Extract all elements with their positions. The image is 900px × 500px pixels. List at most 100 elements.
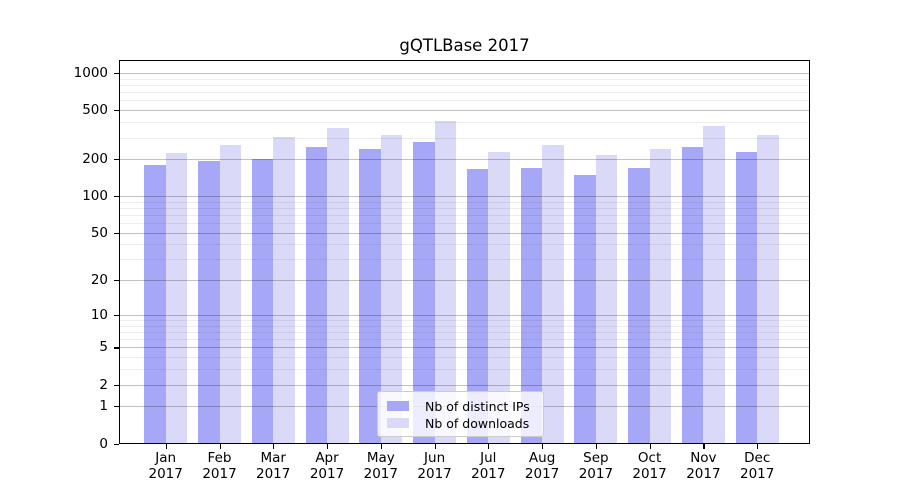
gridline-minor [119,207,810,209]
x-tick-label-year: 2017 [471,465,506,482]
bar-distinct-ips [144,164,166,444]
bar-downloads [542,144,564,444]
gridline-minor [119,223,810,225]
y-tick [114,232,119,234]
x-tick-label-month: Aug [528,450,556,466]
plot-area [119,59,810,444]
y-tick [114,384,119,386]
legend-swatch-downloads [387,418,409,428]
bar-distinct-ips [574,174,596,444]
x-tick-label: Feb 2017 [180,450,260,482]
y-tick-label: 5 [99,339,108,356]
x-tick-label: Jul 2017 [448,450,528,482]
bar-downloads [649,149,672,444]
x-tick-label-year: 2017 [148,465,183,482]
x-tick-label: Nov 2017 [663,450,743,482]
gridline-minor [119,332,810,333]
gridline-minor [119,244,810,246]
gridline-major [119,384,810,386]
legend: Nb of distinct IPs Nb of downloads [377,391,544,437]
bar-distinct-ips [466,169,489,444]
x-tick [542,444,544,449]
x-tick-label-year: 2017 [632,465,667,482]
y-tick [114,110,119,112]
gridline-major [119,347,810,349]
bar-downloads [703,126,725,444]
x-tick-label: Oct 2017 [610,450,690,482]
bar-downloads [273,136,295,444]
bar-downloads [327,127,349,444]
y-tick [114,280,119,282]
gridline-minor [119,325,810,327]
gridline-minor [119,122,810,124]
x-tick [165,444,167,449]
y-tick-label: 200 [82,151,108,168]
x-tick-label-year: 2017 [363,465,398,482]
x-tick-label: Sep 2017 [556,450,636,482]
x-tick-label-month: Mar [260,450,286,466]
x-tick [595,444,598,449]
y-tick-label: 0 [99,435,108,452]
y-tick-label: 50 [90,224,108,241]
x-tick-label: May 2017 [341,450,421,482]
y-tick [114,347,119,349]
x-tick [327,444,329,449]
gridline-major [119,232,810,234]
bar-distinct-ips [305,147,327,444]
x-tick [273,444,275,449]
x-tick-label-year: 2017 [256,465,291,482]
x-tick-label-year: 2017 [740,465,775,482]
y-tick-label: 20 [90,272,108,289]
x-tick [219,444,221,449]
bar-distinct-ips [359,149,381,444]
x-tick-label: Jan 2017 [126,450,206,482]
gridline-minor [119,339,810,341]
x-tick-label-year: 2017 [417,465,452,482]
bar-downloads [219,145,241,444]
gridline-minor [119,369,810,371]
y-tick-label: 2 [99,376,108,393]
bar-downloads [434,121,457,444]
x-tick-label-month: Sep [583,450,609,466]
x-tick-label-month: Jul [480,450,497,466]
x-tick [703,444,705,449]
chart-title: gQTLBase 2017 [399,36,530,55]
x-tick-label: Jun 2017 [395,450,475,482]
x-tick-label-year: 2017 [524,465,560,482]
bar-distinct-ips [681,146,704,444]
x-tick-label-month: Oct [637,450,662,466]
legend-item-downloads: Nb of downloads [387,415,534,431]
legend-label-distinct-ips: Nb of distinct IPs [425,398,530,414]
y-tick [114,406,119,408]
gridline-minor [119,214,810,216]
legend-label-downloads: Nb of downloads [425,415,530,431]
legend-item-distinct-ips: Nb of distinct IPs [387,398,534,414]
gridline-major [119,159,810,161]
y-tick-label: 1000 [73,65,108,81]
y-tick [114,73,119,75]
y-tick [114,443,119,445]
gridline-major [119,110,810,112]
y-tick [114,196,119,198]
x-tick [757,444,759,449]
legend-swatch-distinct-ips [387,401,409,411]
y-tick [114,159,119,161]
x-tick-label-month: Jan [155,450,177,466]
bar-distinct-ips [628,168,650,444]
x-tick-label-year: 2017 [202,465,237,482]
x-tick-label-month: May [366,450,395,466]
gridline-minor [119,320,810,321]
bar-downloads [488,152,510,444]
bar-distinct-ips [251,159,274,444]
gridline-minor [119,259,810,261]
x-tick [434,444,436,449]
bar-downloads [380,134,403,444]
x-tick-label: Aug 2017 [502,450,582,482]
gridline-major [119,280,810,282]
gridline-minor [119,85,810,86]
x-tick [488,444,490,449]
bar-downloads [757,135,779,444]
x-tick-label: Dec 2017 [717,450,797,482]
x-tick-label-year: 2017 [686,465,721,482]
bar-distinct-ips [198,160,220,444]
